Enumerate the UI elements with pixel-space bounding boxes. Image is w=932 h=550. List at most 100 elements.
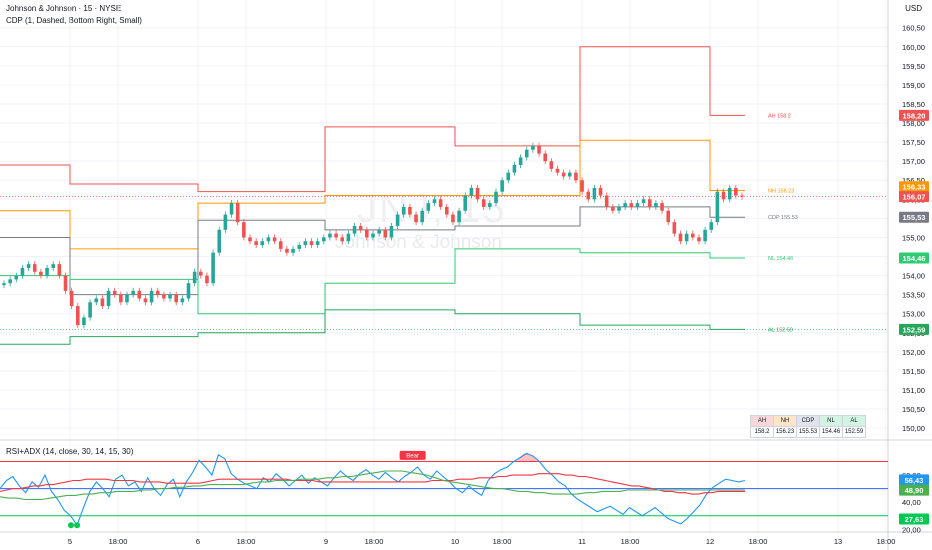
candle-body bbox=[291, 248, 295, 253]
rsi-value-badge bbox=[899, 513, 929, 525]
candle-body bbox=[506, 172, 511, 181]
price-tick-label: 157,00 bbox=[902, 157, 925, 166]
candle-body bbox=[691, 233, 695, 238]
time-tick-label: 10 bbox=[451, 537, 459, 546]
candle-body bbox=[137, 290, 142, 299]
time-tick-label: 12 bbox=[706, 537, 714, 546]
candle-body bbox=[598, 187, 603, 196]
candle-body bbox=[500, 180, 504, 192]
pivot-level-label: AH 158.2 bbox=[768, 113, 791, 119]
rsi-tick-label: 40,00 bbox=[902, 498, 921, 507]
candle-body bbox=[629, 203, 634, 207]
candle-body bbox=[518, 157, 523, 165]
rsi-value-badge-label: 56,43 bbox=[905, 476, 924, 485]
candle-body bbox=[180, 298, 185, 303]
candle-body bbox=[328, 233, 332, 238]
candle-body bbox=[401, 206, 406, 215]
candle-body bbox=[174, 294, 178, 303]
candle-body bbox=[2, 283, 6, 286]
candle-body bbox=[586, 191, 591, 200]
price-tick-label: 153,50 bbox=[902, 291, 925, 300]
candle-body bbox=[352, 226, 357, 234]
time-axis: 5 18:00 6 18:00 9 18:00 10 18:00 11 18:00 12 18:00 1… bbox=[68, 537, 895, 546]
candle-body bbox=[106, 290, 111, 307]
price-badge-label: 156,33 bbox=[903, 183, 926, 192]
candle-body bbox=[260, 241, 265, 246]
candle-body bbox=[155, 290, 160, 295]
candle-body bbox=[727, 187, 732, 200]
price-tick-label: 150,00 bbox=[902, 424, 925, 433]
price-tick-label: 158,50 bbox=[902, 100, 925, 109]
rsi-tick-label: 20,00 bbox=[902, 525, 921, 534]
price-badge bbox=[899, 252, 929, 264]
rsi-series-di bbox=[0, 470, 745, 501]
price-tick-label: 154,00 bbox=[902, 272, 925, 281]
candle-body bbox=[199, 271, 203, 276]
price-tick-label: 151,50 bbox=[902, 367, 925, 376]
time-tick-label: 18:00 bbox=[109, 537, 128, 546]
pivot-lines bbox=[0, 46, 745, 345]
pivot-table-value-row: 158.2 156.23 155.53 154.46 152.59 bbox=[750, 426, 866, 438]
candle-body bbox=[438, 199, 443, 207]
candle-body bbox=[20, 267, 25, 276]
candle-body bbox=[537, 145, 541, 154]
candle-body bbox=[574, 172, 578, 181]
candle-body bbox=[715, 191, 720, 223]
candle-body bbox=[26, 264, 31, 268]
price-badge-label: 155,53 bbox=[903, 213, 926, 222]
indicator-title[interactable]: CDP (1, Dashed, Bottom Right, Small) bbox=[6, 16, 142, 25]
time-tick-label: 11 bbox=[578, 537, 586, 546]
candle-body bbox=[432, 199, 437, 204]
pivot-header-cdp: CDP bbox=[796, 415, 820, 427]
price-tick-label: 153,00 bbox=[902, 310, 925, 319]
pivot-header-ah: AH bbox=[750, 415, 774, 427]
candle-body bbox=[678, 233, 683, 242]
candle-body bbox=[100, 298, 105, 307]
candle-body bbox=[592, 187, 597, 200]
candle-body bbox=[8, 279, 12, 284]
candle-body bbox=[641, 199, 646, 204]
candle-body bbox=[684, 233, 689, 242]
candle-body bbox=[340, 237, 345, 242]
candle-body bbox=[254, 241, 258, 246]
candle-body bbox=[82, 317, 86, 326]
candle-body bbox=[481, 199, 486, 207]
candle-body bbox=[14, 275, 19, 280]
rsi-title[interactable]: RSI+ADX (14, close, 30, 14, 15, 30) bbox=[6, 447, 134, 456]
pivot-value-cdp: 155.53 bbox=[796, 426, 820, 438]
watermark-ticker: JNJ, 15 bbox=[357, 187, 507, 231]
rsi-overbought-fill bbox=[516, 453, 539, 462]
candle-body bbox=[451, 214, 455, 223]
candle-body bbox=[703, 229, 707, 242]
pivot-value-nl: 154.46 bbox=[819, 426, 843, 438]
candle-body bbox=[186, 283, 191, 299]
rsi-value-badge-label: 27,63 bbox=[905, 515, 924, 524]
price-tick-label: 155,00 bbox=[902, 233, 925, 242]
price-tick-label: 159,00 bbox=[902, 81, 925, 90]
time-tick-label: 18:00 bbox=[877, 537, 896, 546]
candle-body bbox=[358, 226, 363, 230]
symbol-title[interactable]: Johnson & Johnson · 15 · NYSE bbox=[6, 4, 122, 13]
pivot-line-nl bbox=[0, 248, 745, 315]
time-tick-label: 13 bbox=[834, 537, 842, 546]
price-tick-label: 160,50 bbox=[902, 24, 925, 33]
candle-body bbox=[709, 222, 714, 230]
candle-body bbox=[389, 226, 394, 238]
candle-body bbox=[365, 229, 369, 238]
time-tick-label: 18:00 bbox=[237, 537, 256, 546]
candle-body bbox=[414, 214, 418, 223]
candle-body bbox=[143, 298, 148, 303]
candle-body bbox=[205, 275, 209, 284]
rsi-value-badge bbox=[899, 484, 929, 496]
pivot-level-label: CDP 155.53 bbox=[768, 215, 798, 221]
price-badge-label: 152,59 bbox=[903, 325, 926, 334]
candle-body bbox=[32, 264, 37, 272]
rsi-value-badge-label: 48,90 bbox=[905, 486, 924, 495]
pivot-line-al bbox=[0, 309, 745, 345]
candle-body bbox=[568, 172, 572, 177]
candle-body bbox=[69, 290, 74, 307]
candle-body bbox=[76, 306, 80, 326]
